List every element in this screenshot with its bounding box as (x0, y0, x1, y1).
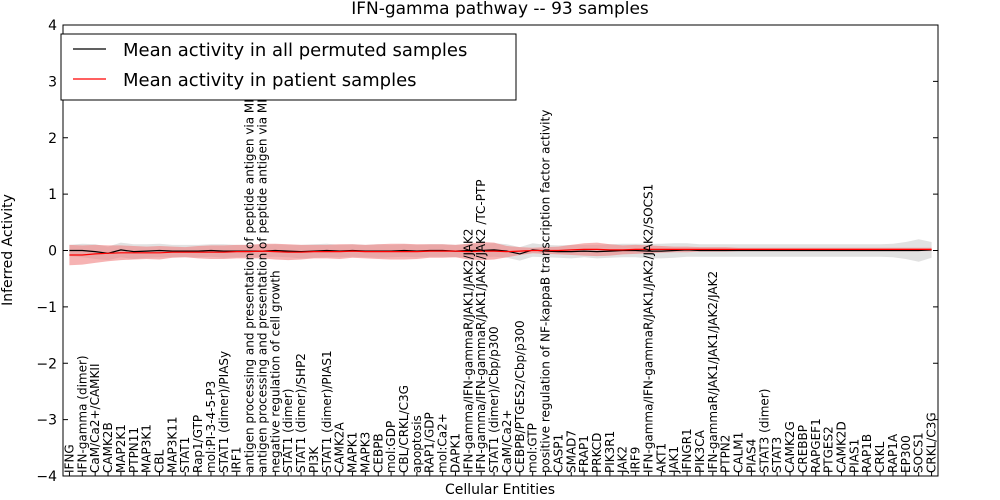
x-tick-label: IFN-gamma/IFN-gammaR/JAK1/JAK2/JAK2/SOCS… (642, 184, 656, 473)
chart-title: IFN-gamma pathway -- 93 samples (351, 0, 649, 19)
x-tick-label: JAK1 (667, 446, 681, 474)
x-tick-label: MAPK1 (346, 432, 360, 473)
x-tick-label: CRKL/C3G (925, 412, 939, 473)
x-tick-label: IFN-gamma/IFN-gammaR/JAK1/JAK2/JAK2 /TC-… (474, 179, 488, 473)
x-tick-label: PIK3CA (693, 429, 707, 473)
y-tick-label: 1 (48, 187, 57, 203)
legend-label-permuted: Mean activity in all permuted samples (123, 40, 467, 61)
x-tick-label: CASP1 (551, 434, 565, 473)
x-tick-label: CBL (153, 449, 167, 473)
line-patient (69, 248, 932, 256)
y-axis: −4 −3 −2 −1 0 1 2 3 4 (36, 18, 938, 485)
x-tick-label: antigen processing and presentation of p… (255, 41, 269, 473)
x-tick-label: FRAP1 (577, 435, 591, 473)
legend-label-patient: Mean activity in patient samples (123, 70, 417, 91)
x-tick-label: SOCS1 (912, 432, 926, 473)
x-tick-label: MAP3K1 (140, 424, 154, 473)
x-tick-label: PTGES2 (822, 426, 836, 473)
x-tick-label: antigen processing and presentation of p… (243, 44, 257, 473)
x-tick-label: STAT1 (dimer) (281, 389, 295, 473)
x-tick-label: PIAS1 (847, 439, 861, 473)
x-tick-label: IFNGR1 (680, 428, 694, 473)
x-tick-label: PTPN11 (127, 427, 141, 473)
x-tick-label: MAP2K1 (114, 424, 128, 473)
x-tick-label: PIK3R1 (603, 431, 617, 473)
y-tick-label: −2 (36, 356, 57, 372)
x-tick-label: Rap1/GTP (191, 415, 205, 473)
x-tick-label: IFN-gammaR/JAK1/JAK1/JAK2/JAK2 (706, 271, 720, 473)
x-tick-label: RAP1B (860, 434, 874, 473)
y-tick-label: 0 (48, 244, 57, 260)
x-tick-label: EP300 (899, 435, 913, 473)
x-tick-label: IFNG (62, 444, 76, 473)
legend: Mean activity in all permuted samples Me… (60, 33, 517, 101)
x-tick-label: IRF9 (629, 447, 643, 473)
x-tick-label: positive regulation of NF-kappaB transcr… (539, 110, 553, 473)
x-tick-label: PIAS4 (744, 439, 758, 473)
x-tick-label: MAP3K11 (165, 416, 179, 473)
x-tick-label: IFN-gamma/IFN-gammaR/JAK1/JAK2/JAK2 (461, 228, 475, 473)
y-tick-label: 4 (48, 18, 57, 34)
x-tick-label: mol:Ca2+ (436, 413, 450, 473)
x-tick-label: STAT3 (770, 437, 784, 473)
x-tick-label: CALM1 (732, 432, 746, 473)
x-tick-label: STAT1 (dimer)/PIAS1 (320, 350, 334, 473)
x-tick-label: CEBPB (371, 433, 385, 473)
x-tick-label: CREBBP (796, 425, 810, 473)
x-tick-label: CAMK2B (101, 422, 115, 473)
x-tick-label: SMAD7 (564, 430, 578, 473)
series-lines (69, 248, 932, 256)
y-tick-label: 2 (48, 131, 57, 147)
x-tick-label: DAPK1 (449, 433, 463, 473)
band-patient (69, 242, 932, 266)
x-tick-label: AKT1 (654, 443, 668, 473)
x-tick-label: PI3K (307, 446, 321, 473)
x-tick-label: apoptosis (410, 415, 424, 473)
x-tick-label: mol:PI-3-4-5-P3 (204, 381, 218, 473)
y-tick-label: 3 (48, 74, 57, 90)
x-tick-label: RAPGEF1 (809, 418, 823, 473)
y-tick-label: −4 (36, 469, 57, 485)
x-tick-label: negative regulation of cell growth (268, 270, 282, 473)
x-tick-label: CAMK2A (333, 422, 347, 473)
line-permuted (69, 249, 932, 255)
x-tick-label: mol:GTP (526, 423, 540, 473)
x-tick-label: IRF1 (230, 447, 244, 473)
x-tick-label: RAP1/GDP (423, 412, 437, 473)
x-tick-label: PTPN2 (719, 435, 733, 473)
y-axis-label: Inferred Activity (0, 194, 16, 306)
x-tick-label: CAMK2G (783, 421, 797, 473)
x-tick-label: RAP1A (886, 433, 900, 473)
x-tick-label: CAMK2D (835, 421, 849, 473)
y-tick-label: −1 (36, 300, 57, 316)
x-tick-label: STAT1 (dimer)/PIASy (217, 351, 231, 473)
x-tick-label: CRKL (873, 441, 887, 473)
x-tick-label: STAT3 (dimer) (757, 389, 771, 473)
x-tick-label: IFN-gamma (dimer) (75, 355, 89, 473)
x-tick-label: STAT1 (178, 437, 192, 473)
x-tick-label: PRKCD (590, 433, 604, 473)
x-tick-label: CaM/Ca2+/CAMKII (88, 364, 102, 473)
legend-box (60, 33, 517, 101)
x-tick-label: CaM/Ca2+ (500, 409, 514, 473)
x-tick-label: JAK2 (616, 446, 630, 474)
y-tick-label: −3 (36, 413, 57, 429)
x-tick-label: mol:GDP (384, 421, 398, 473)
x-tick-label: CEBPB/PTGES2/Cbp/p300 (513, 320, 527, 473)
x-tick-label: STAT1 (dimer)/Cbp/p300 (487, 326, 501, 473)
x-tick-label: STAT1 (dimer)/SHP2 (294, 353, 308, 473)
x-tick-label: CBL/CRKL/C3G (397, 385, 411, 473)
x-tick-label: MAPK3 (358, 432, 372, 473)
x-axis-label: Cellular Entities (445, 482, 555, 498)
